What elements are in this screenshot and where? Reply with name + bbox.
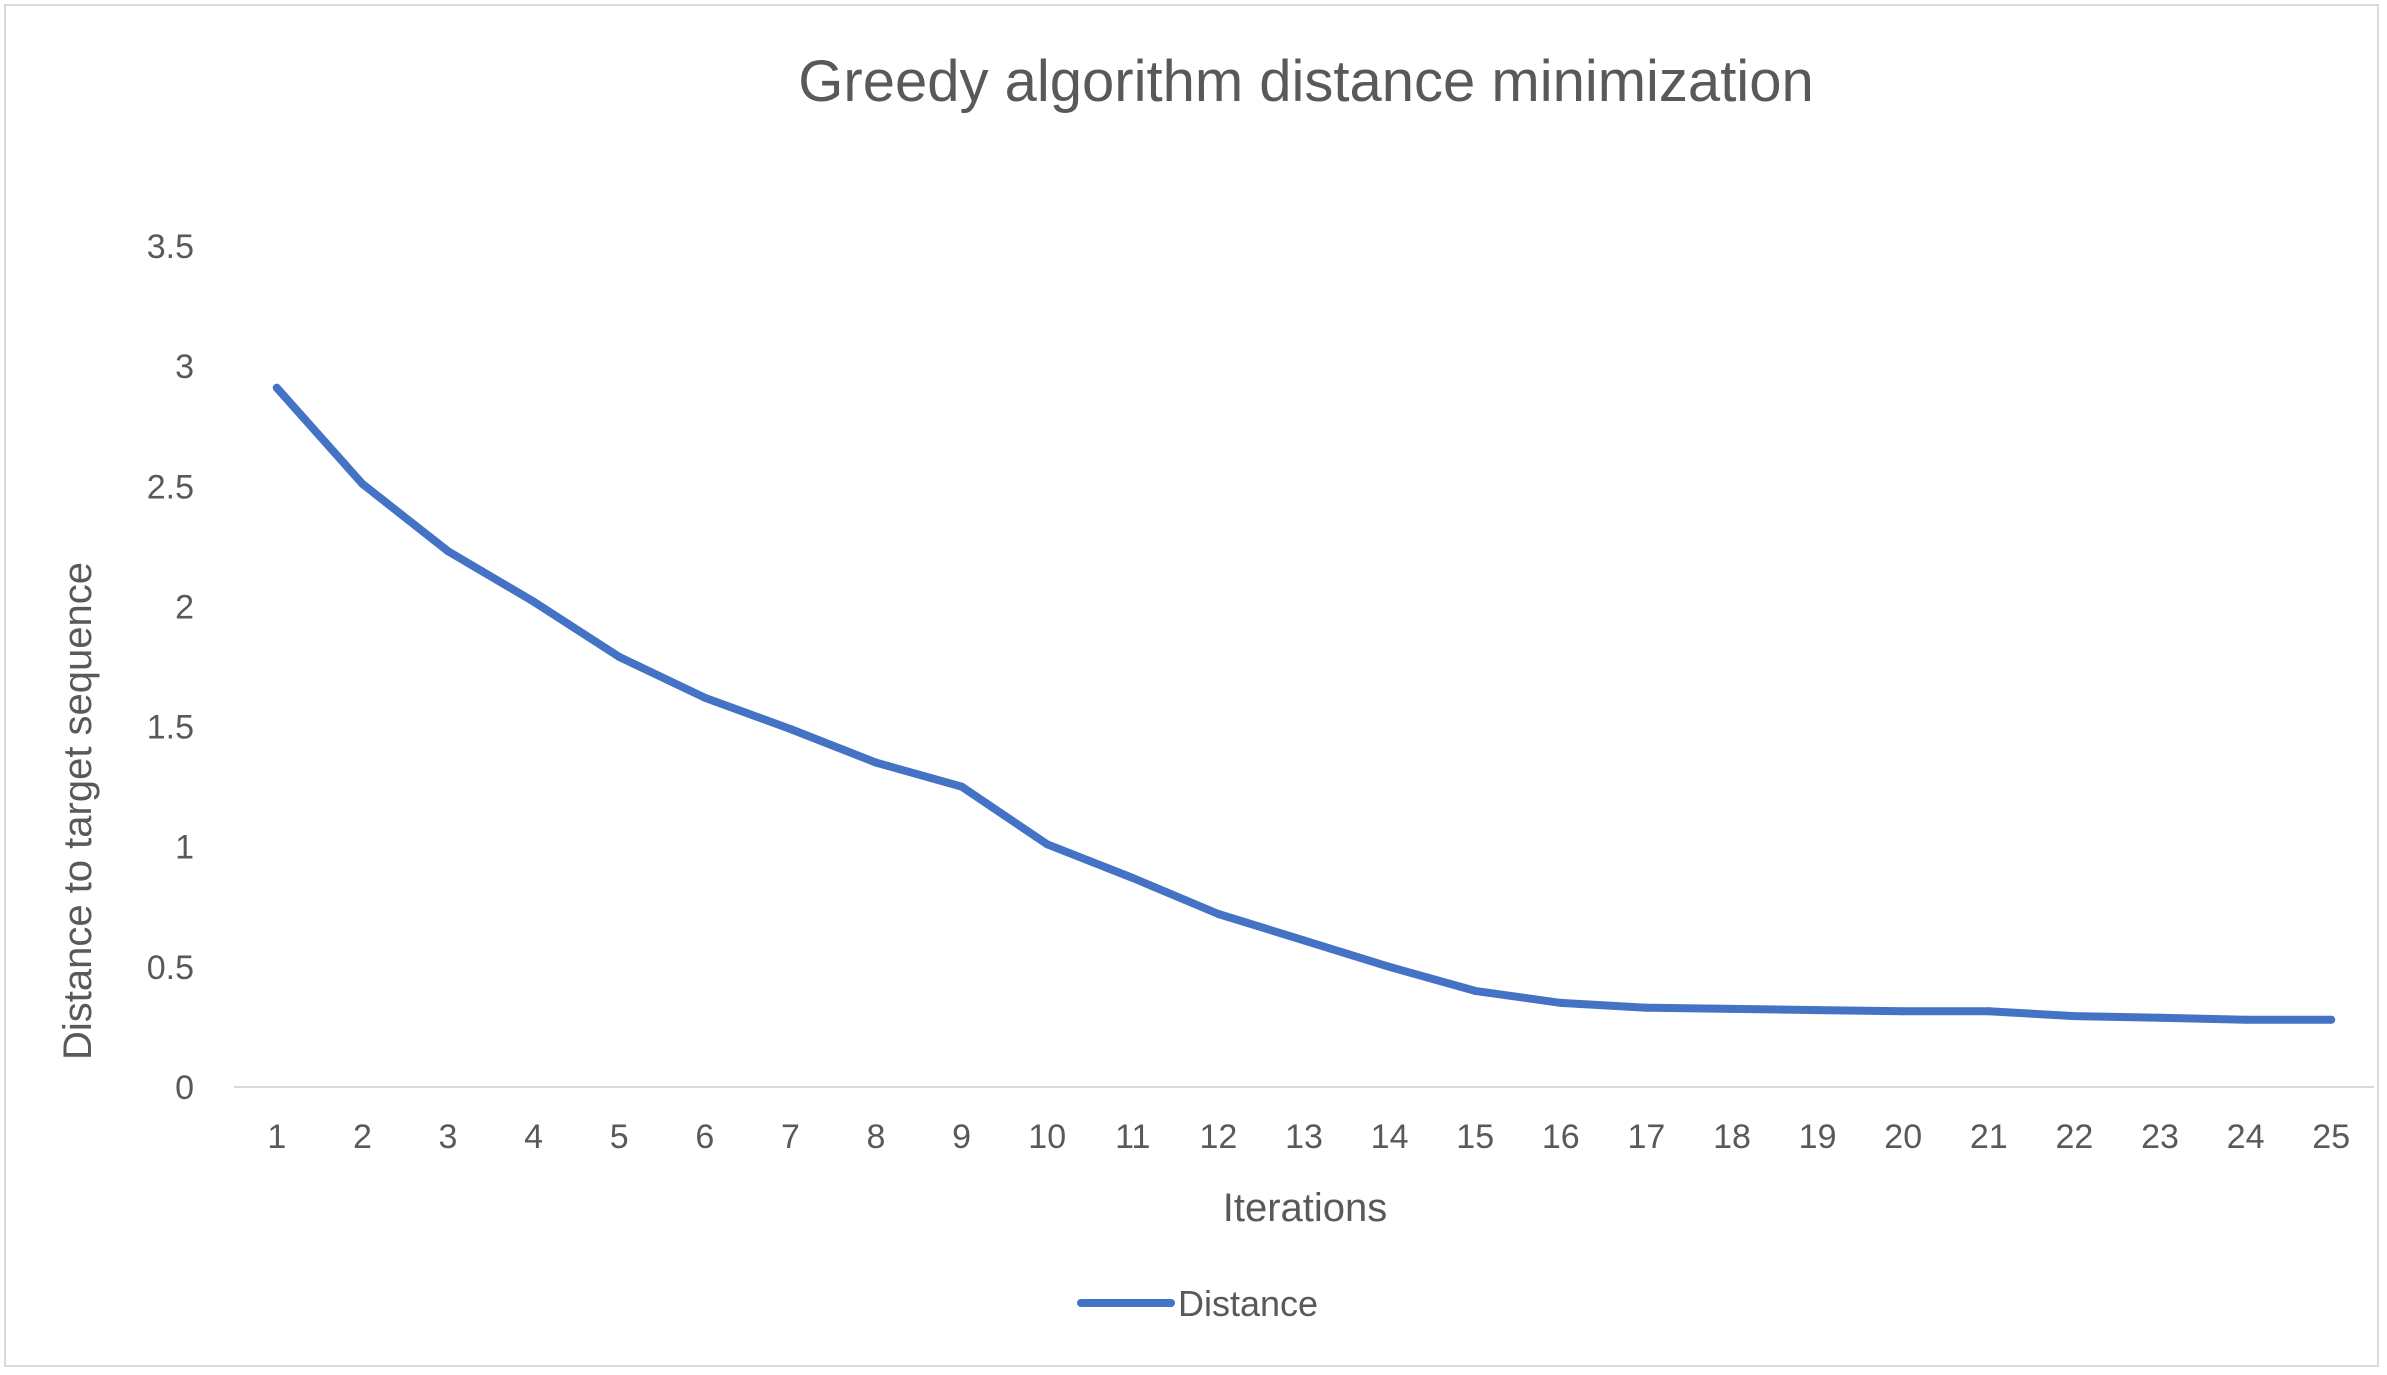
x-tick-label: 19 xyxy=(1799,1118,1837,1156)
y-tick-label: 2 xyxy=(175,588,194,626)
data-point xyxy=(2241,1015,2250,1024)
data-point xyxy=(272,383,281,392)
x-tick-label: 13 xyxy=(1285,1118,1323,1156)
y-tick-label: 2.5 xyxy=(147,468,194,506)
y-tick-label: 0 xyxy=(175,1069,194,1107)
x-tick-label: 20 xyxy=(1884,1118,1922,1156)
x-tick-label: 4 xyxy=(524,1118,543,1156)
data-point xyxy=(529,597,538,606)
x-tick-label: 9 xyxy=(952,1118,971,1156)
line-chart: Greedy algorithm distance minimization 0… xyxy=(56,49,2374,1324)
data-point xyxy=(1556,998,1565,1007)
data-point xyxy=(1728,1004,1736,1013)
x-tick-label: 11 xyxy=(1115,1118,1150,1156)
data-point xyxy=(2327,1015,2336,1024)
series-group xyxy=(272,383,2336,1024)
x-tick-label: 8 xyxy=(867,1118,886,1156)
y-tick-label: 1 xyxy=(175,829,194,867)
data-point xyxy=(786,724,795,733)
x-tick-label: 5 xyxy=(610,1118,629,1156)
y-tick-label: 3.5 xyxy=(147,228,194,266)
y-axis-ticks: 0 0.5 1 1.5 2 2.5 3 3.5 xyxy=(147,228,194,1107)
data-point xyxy=(1899,1007,1908,1016)
x-axis-title: Iterations xyxy=(1223,1186,1388,1230)
chart-area: Greedy algorithm distance minimization 0… xyxy=(4,4,2379,1367)
data-point xyxy=(957,782,966,791)
x-tick-label: 3 xyxy=(439,1118,458,1156)
legend: Distance xyxy=(1077,1283,1318,1324)
x-tick-label: 7 xyxy=(781,1118,800,1156)
y-tick-label: 0.5 xyxy=(147,949,194,987)
data-point xyxy=(2070,1012,2079,1021)
chart-title: Greedy algorithm distance minimization xyxy=(798,49,1813,114)
data-point xyxy=(1813,1006,1822,1015)
x-tick-label: 24 xyxy=(2227,1118,2265,1156)
data-point xyxy=(1984,1007,1993,1016)
data-point xyxy=(700,693,709,702)
data-point xyxy=(615,652,624,661)
y-tick-label: 1.5 xyxy=(147,709,194,747)
x-tick-label: 10 xyxy=(1028,1118,1066,1156)
data-point xyxy=(1043,840,1052,849)
data-point xyxy=(1128,873,1137,882)
x-tick-label: 2 xyxy=(353,1118,372,1156)
x-tick-label: 15 xyxy=(1456,1118,1494,1156)
data-point xyxy=(2156,1013,2164,1022)
x-tick-label: 23 xyxy=(2141,1118,2179,1156)
y-axis-title: Distance to target sequence xyxy=(56,562,100,1060)
y-tick-label: 3 xyxy=(175,348,194,386)
x-tick-label: 21 xyxy=(1970,1118,2008,1156)
x-tick-label: 17 xyxy=(1627,1118,1665,1156)
data-point xyxy=(1300,936,1308,945)
data-point xyxy=(872,758,880,767)
data-point xyxy=(358,479,367,488)
data-point xyxy=(1214,909,1223,918)
x-tick-label: 18 xyxy=(1713,1118,1751,1156)
x-tick-label: 6 xyxy=(695,1118,714,1156)
data-point xyxy=(444,547,452,556)
x-tick-label: 22 xyxy=(2055,1118,2093,1156)
data-point xyxy=(1385,962,1394,971)
data-point xyxy=(1642,1003,1651,1012)
series-line-distance xyxy=(272,383,2336,1024)
x-axis-ticks: 1 2 3 4 5 6 7 8 9 10 11 12 13 14 15 16 17 18 19 20 21 22 23 24 2… xyxy=(267,1118,2350,1156)
legend-label-distance: Distance xyxy=(1178,1283,1318,1324)
x-tick-label: 12 xyxy=(1199,1118,1237,1156)
x-tick-label: 16 xyxy=(1542,1118,1580,1156)
x-tick-label: 14 xyxy=(1371,1118,1409,1156)
x-tick-label: 1 xyxy=(267,1118,286,1156)
data-point xyxy=(1471,986,1480,995)
x-tick-label: 25 xyxy=(2312,1118,2350,1156)
